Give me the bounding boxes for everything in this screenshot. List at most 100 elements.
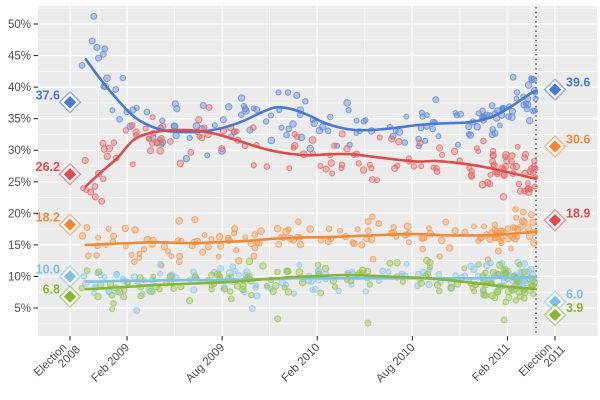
poll-point-red: [368, 176, 376, 183]
election-2008-marker-blue-ring: [58, 90, 82, 114]
poll-point-green: [417, 279, 425, 287]
poll-point-green: [491, 294, 499, 302]
poll-point-red: [128, 122, 136, 129]
poll-point-red: [450, 147, 459, 156]
poll-point-orange: [405, 239, 412, 246]
poll-point-red: [103, 152, 112, 161]
poll-point-blue: [531, 107, 538, 114]
poll-point-orange: [519, 208, 527, 216]
poll-point-lightblue: [253, 292, 261, 300]
poll-point-blue: [473, 123, 481, 131]
poll-point-orange: [215, 253, 222, 260]
poll-point-green: [364, 319, 372, 327]
poll-point-red: [187, 148, 195, 156]
poll-point-blue: [345, 107, 352, 114]
poll-point-blue: [523, 105, 531, 113]
poll-point-blue: [419, 113, 426, 120]
poll-point-blue: [508, 113, 516, 121]
poll-point-green: [364, 267, 372, 275]
poll-point-orange: [524, 224, 532, 233]
poll-point-red: [487, 171, 494, 178]
election-2008-label-blue: 37.6: [36, 88, 60, 102]
poll-point-blue: [278, 124, 285, 131]
poll-point-blue: [528, 76, 536, 84]
poll-point-green: [295, 268, 304, 277]
poll-point-orange: [215, 232, 224, 241]
poll-point-green: [228, 295, 235, 303]
y-tick-label: 30%: [8, 145, 31, 157]
poll-point-green: [505, 294, 513, 302]
poll-point-orange: [477, 235, 484, 242]
poll-point-blue: [267, 136, 276, 145]
poll-point-blue: [237, 94, 246, 102]
election-2008-label-green: 6.8: [43, 283, 60, 297]
poll-point-green: [482, 269, 489, 276]
poll-point-orange: [337, 227, 344, 234]
poll-point-red: [198, 134, 206, 142]
poll-point-blue: [289, 120, 297, 128]
poll-point-orange: [93, 252, 100, 259]
poll-point-orange: [497, 237, 504, 245]
poll-point-orange: [257, 227, 265, 236]
election-2011-marker-green-ring: [543, 303, 567, 327]
poll-point-lightblue: [467, 262, 475, 270]
poll-point-blue: [513, 95, 520, 102]
poll-point-green: [248, 291, 255, 299]
poll-point-blue: [488, 102, 496, 110]
trend-line-green: [84, 273, 538, 291]
poll-point-green: [424, 270, 432, 278]
poll-point-green: [436, 287, 443, 295]
election-2011-marker-green: [546, 306, 564, 324]
poll-point-red: [338, 130, 346, 138]
poll-point-orange: [471, 223, 477, 230]
poll-point-green: [386, 259, 394, 267]
poll-point-blue: [275, 89, 282, 96]
poll-point-orange: [369, 213, 376, 220]
poll-point-lightblue: [113, 270, 120, 278]
poll-point-blue: [395, 128, 404, 136]
poll-point-orange: [164, 248, 171, 255]
poll-point-red: [366, 161, 373, 168]
poll-point-red: [395, 138, 403, 146]
poll-point-green: [110, 300, 117, 307]
x-tick-label: Feb 2010: [280, 342, 323, 385]
x-tick-label: Aug 2010: [374, 342, 417, 385]
poll-point-green: [284, 288, 292, 296]
poll-point-red: [514, 143, 521, 150]
poll-point-lightblue: [335, 287, 342, 295]
poll-point-green: [245, 257, 254, 266]
poll-point-red: [99, 139, 107, 147]
poll-point-blue: [129, 106, 137, 114]
poll-point-blue: [88, 37, 96, 45]
poll-point-orange: [235, 257, 243, 265]
poll-point-blue: [240, 102, 248, 110]
poll-point-lightblue: [290, 290, 297, 297]
poll-point-red: [355, 160, 362, 167]
poll-point-lightblue: [157, 261, 164, 268]
election-2008-marker-green: [61, 287, 79, 306]
poll-point-red: [516, 187, 525, 195]
x-tick-label: Feb 2011: [470, 342, 512, 384]
poll-point-orange: [438, 236, 446, 245]
poll-point-lightblue: [190, 286, 198, 294]
poll-point-blue: [170, 122, 178, 130]
poll-point-red: [195, 116, 203, 124]
poll-point-orange: [390, 224, 398, 231]
poll-point-red: [129, 161, 136, 168]
poll-point-blue: [219, 116, 227, 124]
poll-point-blue: [262, 118, 270, 125]
poll-point-red: [99, 175, 107, 183]
poll-point-lightblue: [483, 261, 491, 270]
y-tick-label: 40%: [8, 82, 31, 94]
y-tick-label: 5%: [14, 303, 31, 315]
poll-point-red: [91, 193, 99, 201]
poll-point-orange: [525, 232, 534, 240]
poll-point-red: [154, 139, 162, 147]
poll-point-red: [322, 165, 330, 173]
poll-point-blue: [526, 117, 534, 125]
poll-point-orange: [504, 225, 512, 233]
poll-point-red: [98, 197, 106, 205]
poll-point-blue: [362, 117, 369, 123]
poll-point-lightblue: [133, 307, 141, 314]
